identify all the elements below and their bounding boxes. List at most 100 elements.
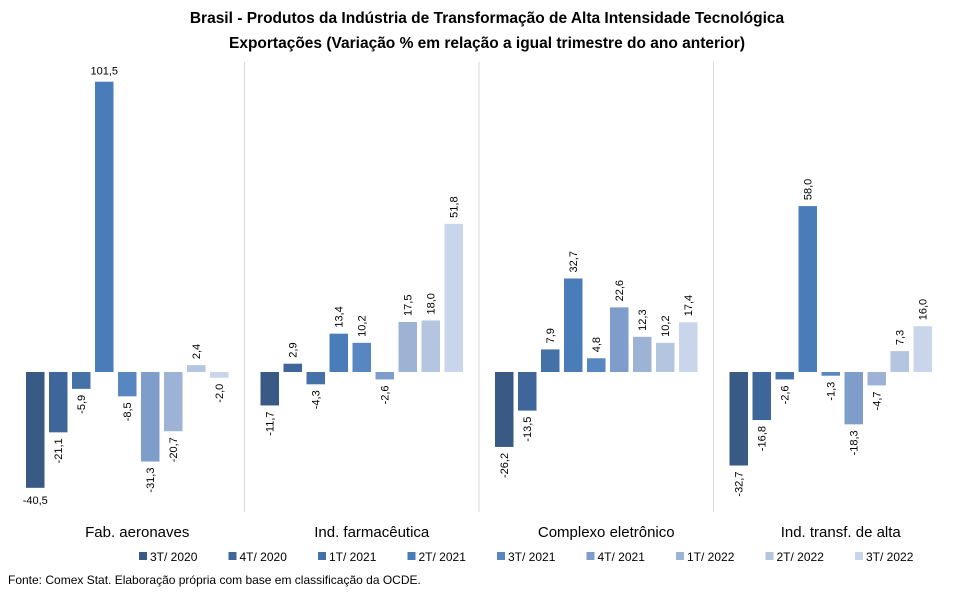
source-note: Fonte: Comex Stat. Elaboração própria co… [8, 573, 421, 587]
data-label: 13,4 [334, 306, 346, 327]
data-label: -31,3 [145, 468, 157, 493]
data-label: 18,0 [426, 293, 438, 314]
bar [775, 372, 794, 380]
data-label: -20,7 [168, 437, 180, 462]
legend-swatch [855, 552, 863, 560]
legend-label: 1T/ 2022 [687, 550, 735, 564]
bar [752, 372, 771, 421]
data-label: -8,5 [122, 402, 134, 421]
chart-title: Brasil - Produtos da Indústria de Transf… [190, 10, 785, 27]
data-label: 58,0 [803, 179, 815, 200]
legend-swatch [676, 552, 684, 560]
bar [518, 372, 537, 411]
data-label: -16,8 [757, 426, 769, 451]
group-dividers [244, 62, 714, 512]
bar [541, 349, 560, 372]
legend-swatch [497, 552, 505, 560]
bar [95, 81, 114, 373]
bar [398, 321, 417, 372]
legend-swatch [139, 552, 147, 560]
bar [867, 372, 886, 386]
category-label: Ind. farmacêutica [314, 524, 430, 541]
legend: 3T/ 2020 4T/ 2020 1T/ 2021 2T/ 2021 3T/ 2021… [139, 550, 914, 564]
bar [421, 320, 440, 372]
data-label: -2,6 [380, 385, 392, 404]
data-label: -4,3 [311, 390, 323, 409]
bar [164, 372, 183, 432]
bar [141, 372, 160, 462]
bar [913, 326, 932, 372]
bar [821, 372, 840, 376]
bar [564, 278, 583, 372]
data-label: -2,0 [214, 384, 226, 403]
bar [444, 223, 463, 372]
bars-layer [26, 81, 932, 488]
data-label: -40,5 [23, 495, 48, 507]
category-labels: Fab. aeronaves Ind. farmacêutica Complexo … [85, 524, 901, 541]
bar [260, 372, 279, 406]
data-label: 12,3 [637, 309, 649, 330]
data-label: 7,9 [545, 328, 557, 343]
data-label: -1,3 [826, 382, 838, 401]
bar [306, 372, 325, 385]
legend-label: 4T/ 2020 [240, 550, 288, 564]
legend-label: 3T/ 2021 [508, 550, 556, 564]
data-label: -13,5 [522, 417, 534, 442]
data-label: 2,4 [191, 344, 203, 359]
legend-label: 4T/ 2021 [598, 550, 646, 564]
bar [72, 372, 91, 389]
data-label: 32,7 [568, 251, 580, 272]
bar [844, 372, 863, 425]
bar [375, 372, 394, 380]
data-label: -32,7 [734, 472, 746, 497]
bar [118, 372, 137, 397]
bar [798, 206, 817, 372]
data-label: 10,2 [357, 315, 369, 336]
data-label: 2,9 [288, 342, 300, 357]
legend-label: 2T/ 2022 [777, 550, 825, 564]
data-label: 51,8 [449, 196, 461, 217]
bar [283, 363, 302, 372]
bar [890, 351, 909, 372]
data-label: 17,5 [403, 295, 415, 316]
legend-label: 1T/ 2021 [329, 550, 377, 564]
bar [187, 365, 206, 372]
bar [495, 372, 514, 447]
chart-subtitle: Exportações (Variação % em relação a igu… [229, 35, 745, 52]
data-label: 17,4 [683, 295, 695, 316]
data-label: -18,3 [849, 430, 861, 455]
bar [679, 322, 698, 372]
data-label: 4,8 [591, 337, 603, 352]
legend-swatch [765, 552, 774, 560]
data-label: -2,6 [780, 385, 792, 404]
data-label: -21,1 [53, 438, 65, 463]
legend-label: 2T/ 2021 [419, 550, 467, 564]
category-label: Fab. aeronaves [85, 524, 189, 541]
bar [729, 372, 748, 466]
category-label: Ind. transf. de alta [781, 524, 902, 541]
legend-swatch [407, 552, 416, 560]
data-label: 10,2 [660, 315, 672, 336]
data-label: 22,6 [614, 280, 626, 301]
legend-swatch [586, 552, 595, 560]
legend-swatch [228, 552, 237, 560]
bar [49, 372, 68, 433]
data-label: -4,7 [872, 391, 884, 410]
bar [26, 372, 45, 488]
data-labels-layer: -40,5 -21,1 -5,9 101,5 -8,5 -31,3 -20,7 2,4 -2,0… [23, 66, 930, 507]
bar [352, 342, 371, 372]
data-label: -5,9 [76, 395, 88, 414]
bar [610, 307, 629, 372]
bar [329, 333, 348, 372]
category-label: Complexo eletrônico [538, 524, 675, 541]
data-label: 16,0 [918, 299, 930, 320]
data-label: -26,2 [499, 453, 511, 478]
legend-swatch [318, 552, 326, 560]
bar [210, 372, 229, 378]
data-label: 101,5 [90, 66, 118, 78]
bar [633, 336, 652, 372]
legend-label: 3T/ 2020 [150, 550, 198, 564]
legend-label: 3T/ 2022 [866, 550, 914, 564]
data-label: -11,7 [265, 411, 277, 435]
